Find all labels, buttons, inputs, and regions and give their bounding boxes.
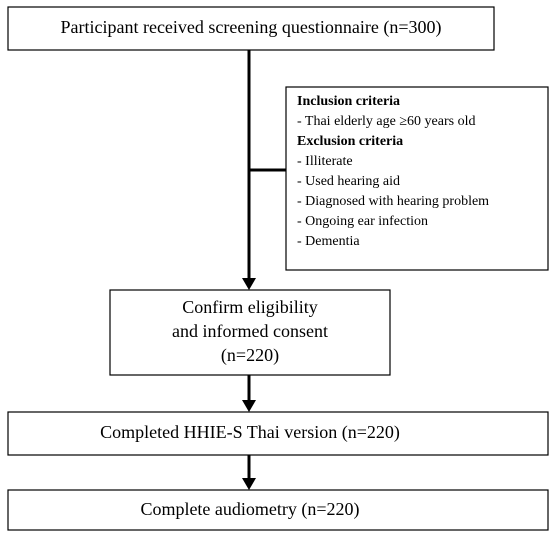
arrowhead: [242, 278, 256, 290]
criteria-heading: Exclusion criteria: [297, 134, 403, 149]
arrowhead: [242, 400, 256, 412]
box-text: Participant received screening questionn…: [60, 17, 441, 38]
box-text: and informed consent: [172, 321, 328, 341]
criteria-item: - Diagnosed with hearing problem: [297, 194, 489, 209]
box-text: Completed HHIE-S Thai version (n=220): [100, 422, 400, 443]
criteria-item: - Used hearing aid: [297, 174, 400, 189]
box-text: Complete audiometry (n=220): [140, 499, 359, 520]
criteria-box: [285, 86, 549, 271]
criteria-item: - Ongoing ear infection: [297, 214, 428, 229]
criteria-item: - Illiterate: [297, 154, 353, 169]
criteria-heading: Inclusion criteria: [297, 94, 400, 109]
criteria-item: - Dementia: [297, 234, 360, 249]
criteria-item: - Thai elderly age ≥60 years old: [297, 114, 475, 129]
box: [7, 6, 495, 51]
box-text: Confirm eligibility: [182, 297, 318, 317]
box: [7, 411, 549, 456]
arrowhead: [242, 478, 256, 490]
box: [109, 289, 391, 376]
box: [7, 489, 549, 531]
box-text: (n=220): [221, 345, 279, 366]
